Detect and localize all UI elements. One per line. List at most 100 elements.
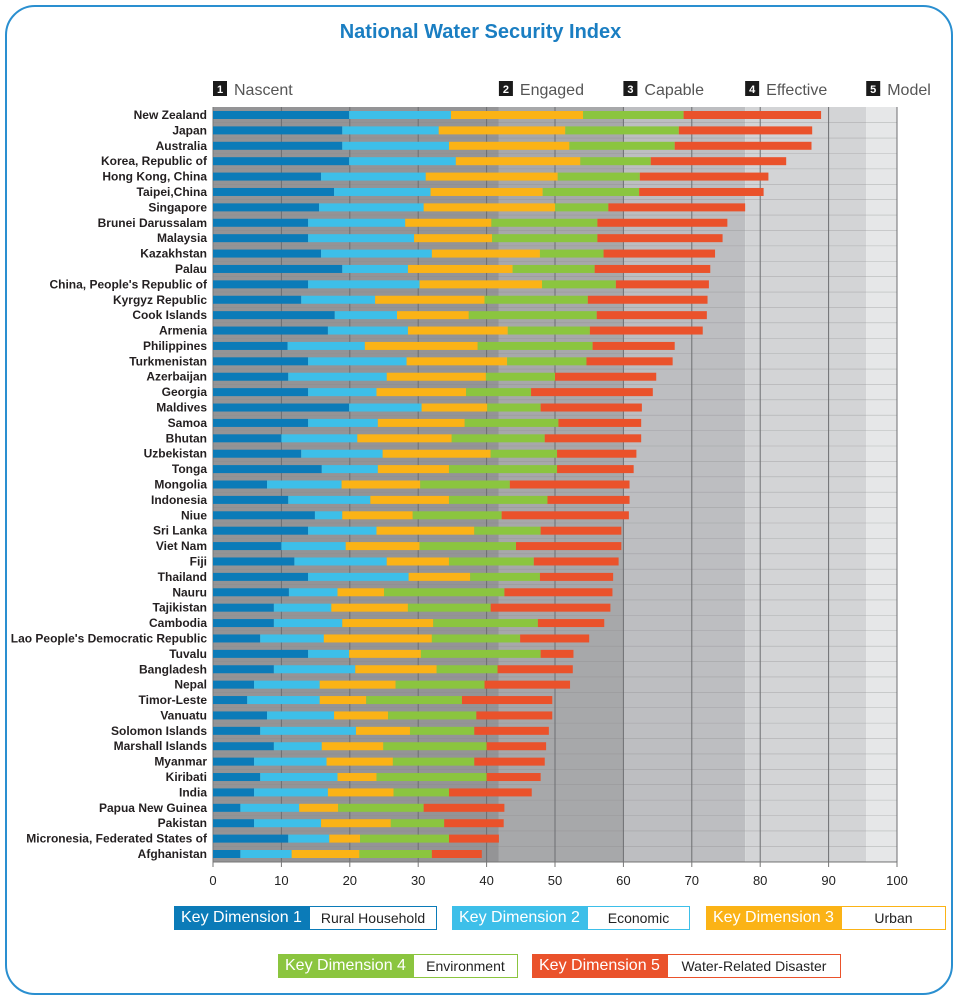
bar-segment-kd5 xyxy=(596,311,707,320)
bar-segment-kd3 xyxy=(430,187,543,196)
bar-segment-kd2 xyxy=(308,526,377,535)
bar-segment-kd2 xyxy=(308,388,377,397)
bar-segment-kd5 xyxy=(615,280,709,289)
bar-segment-kd5 xyxy=(547,495,630,504)
country-label: Pakistan xyxy=(158,816,207,830)
bar-segment-kd4 xyxy=(583,111,684,119)
country-label: Australia xyxy=(156,139,208,153)
bar-segment-kd5 xyxy=(589,326,703,335)
country-label: Philippines xyxy=(143,339,207,353)
bar-segment-kd3 xyxy=(421,403,488,412)
bar-segment-kd4 xyxy=(376,773,487,782)
legend-desc: Rural Household xyxy=(308,906,437,930)
bar-segment-kd2 xyxy=(288,834,330,843)
bar-segment-kd1 xyxy=(213,572,309,581)
bar-segment-kd4 xyxy=(448,557,534,566)
bar-segment-kd1 xyxy=(213,341,288,350)
chart-frame xyxy=(5,5,953,995)
bar-segment-kd1 xyxy=(213,603,274,612)
bar-segment-kd2 xyxy=(308,218,406,227)
bar-segment-kd2 xyxy=(294,557,387,566)
bar-segment-kd4 xyxy=(507,357,587,366)
bar-segment-kd2 xyxy=(308,572,409,581)
country-label: Azerbaijan xyxy=(146,370,207,384)
bar-segment-kd3 xyxy=(357,434,452,443)
bar-segment-kd3 xyxy=(386,557,449,566)
bar-segment-kd3 xyxy=(334,711,389,720)
bar-segment-kd2 xyxy=(308,649,350,658)
bar-segment-kd2 xyxy=(273,665,356,674)
bar-segment-kd5 xyxy=(540,649,574,658)
bar-segment-kd3 xyxy=(377,418,465,427)
bar-segment-kd4 xyxy=(448,495,548,504)
stage-number-box xyxy=(866,81,881,96)
bar-segment-kd3 xyxy=(321,742,384,751)
bar-segment-kd5 xyxy=(597,234,723,243)
bar-segment-kd5 xyxy=(484,680,571,689)
x-tick-label: 20 xyxy=(343,873,357,888)
bar-segment-kd4 xyxy=(542,187,640,196)
bar-segment-kd3 xyxy=(376,388,467,397)
country-label: Palau xyxy=(175,262,207,276)
bar-segment-kd1 xyxy=(213,141,343,150)
bar-segment-kd1 xyxy=(213,480,268,489)
country-label: Georgia xyxy=(162,385,208,399)
country-label: Fiji xyxy=(190,554,207,568)
bar-segment-kd1 xyxy=(213,803,241,812)
stage-band-model xyxy=(866,107,897,862)
x-tick-label: 70 xyxy=(685,873,699,888)
bar-segment-kd4 xyxy=(395,680,485,689)
country-label: Kiribati xyxy=(166,770,207,784)
bar-segment-kd3 xyxy=(423,203,555,212)
bar-segment-kd3 xyxy=(342,511,413,520)
bar-segment-kd3 xyxy=(337,773,377,782)
bar-segment-kd5 xyxy=(501,511,629,520)
bar-segment-kd4 xyxy=(468,311,597,320)
bar-segment-kd1 xyxy=(213,557,295,566)
bar-segment-kd1 xyxy=(213,819,255,828)
bar-segment-kd4 xyxy=(359,850,432,858)
stage-number: 2 xyxy=(503,84,509,96)
bar-segment-kd3 xyxy=(407,326,508,335)
bar-segment-kd5 xyxy=(474,726,549,735)
bar-segment-kd3 xyxy=(376,526,475,535)
bar-segment-kd4 xyxy=(431,634,521,643)
bar-segment-kd2 xyxy=(321,172,426,181)
country-label: Cook Islands xyxy=(132,308,207,322)
bar-segment-kd2 xyxy=(287,341,365,350)
bar-segment-kd1 xyxy=(213,434,282,443)
country-label: Afghanistan xyxy=(138,847,207,861)
country-label: Sri Lanka xyxy=(153,524,207,538)
bar-segment-kd4 xyxy=(565,126,679,135)
bar-segment-kd5 xyxy=(444,819,504,828)
country-label: Maldives xyxy=(156,401,207,415)
bar-segment-kd2 xyxy=(319,203,424,212)
country-label: Taipei,China xyxy=(137,185,208,199)
bar-segment-kd2 xyxy=(301,449,383,458)
bar-segment-kd1 xyxy=(213,264,343,273)
bar-segment-kd3 xyxy=(345,542,420,551)
country-label: Cambodia xyxy=(149,616,207,630)
bar-segment-kd2 xyxy=(260,726,356,735)
bar-segment-kd4 xyxy=(484,295,588,304)
bar-segment-kd5 xyxy=(497,665,573,674)
country-label: Armenia xyxy=(159,324,207,338)
bar-segment-kd2 xyxy=(267,711,335,720)
bar-segment-kd2 xyxy=(349,403,422,412)
legend-kd1: Key Dimension 1 Rural Household xyxy=(174,906,437,930)
x-tick-label: 30 xyxy=(411,873,425,888)
bar-segment-kd1 xyxy=(213,696,248,705)
bar-segment-kd5 xyxy=(540,403,642,412)
bar-segment-kd3 xyxy=(321,819,391,828)
bar-segment-kd3 xyxy=(331,603,408,612)
x-tick-label: 90 xyxy=(821,873,835,888)
bar-segment-kd3 xyxy=(419,280,543,289)
stage-number-box xyxy=(745,81,760,96)
bar-segment-kd5 xyxy=(603,249,716,258)
legend-key: Key Dimension 1 xyxy=(174,906,309,930)
legend-key: Key Dimension 2 xyxy=(452,906,587,930)
country-label: Indonesia xyxy=(151,493,207,507)
bar-segment-kd3 xyxy=(341,480,421,489)
bar-segment-kd5 xyxy=(533,557,619,566)
bar-segment-kd2 xyxy=(288,372,387,381)
